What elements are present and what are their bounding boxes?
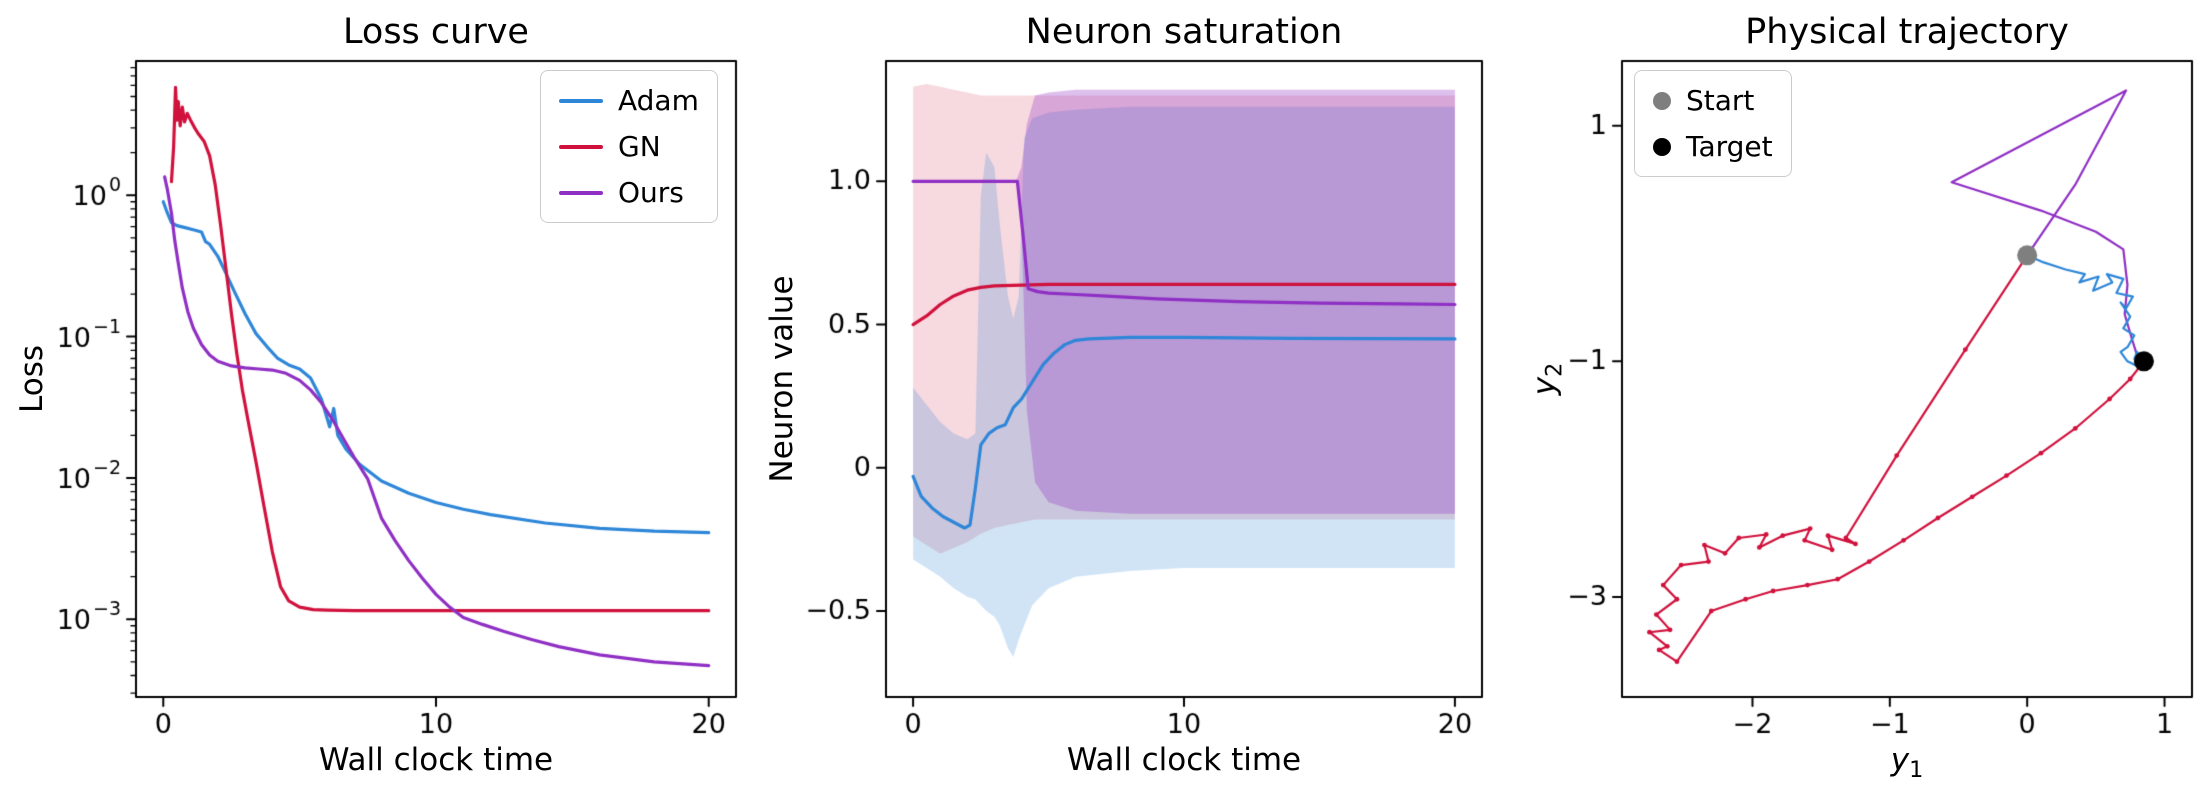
trajectory-legend: Start Target	[1634, 70, 1792, 177]
trajectory-xaxis-label: y1	[1622, 742, 2192, 783]
trajectory-yaxis-label-sub: 2	[1541, 362, 1568, 377]
saturation-xaxis-label: Wall clock time	[1066, 742, 1302, 778]
target-dot-swatch	[1653, 137, 1671, 156]
legend-item-start: Start	[1653, 84, 1773, 117]
loss-yaxis-label: Loss	[14, 345, 50, 413]
legend-item-ours: Ours	[559, 176, 699, 209]
legend-item-target: Target	[1653, 130, 1773, 163]
legend-item-gn: GN	[559, 130, 699, 163]
trajectory-yaxis-label-base: y	[1526, 376, 1563, 396]
legend-item-adam: Adam	[559, 84, 699, 117]
legend-label-start: Start	[1686, 84, 1755, 117]
loss-xaxis-label: Wall clock time	[318, 742, 554, 778]
trajectory-yaxis-label: y2	[1526, 363, 1567, 396]
legend-label-ours: Ours	[618, 176, 684, 209]
neuron-saturation-title: Neuron saturation	[1025, 12, 1343, 52]
saturation-yaxis-label: Neuron value	[764, 275, 800, 483]
adam-line-swatch	[559, 98, 603, 103]
trajectory-xaxis-label-sub: 1	[1909, 757, 1924, 784]
legend-label-gn: GN	[618, 130, 661, 163]
loss-legend: Adam GN Ours	[540, 70, 718, 223]
ours-line-swatch	[559, 190, 603, 195]
legend-label-target: Target	[1686, 130, 1773, 163]
start-dot-swatch	[1653, 91, 1671, 110]
loss-curve-title: Loss curve	[343, 12, 529, 52]
trajectory-xaxis-label-base: y	[1890, 742, 1910, 778]
legend-label-adam: Adam	[618, 84, 699, 117]
gn-line-swatch	[559, 144, 603, 149]
physical-trajectory-title: Physical trajectory	[1745, 12, 2069, 52]
